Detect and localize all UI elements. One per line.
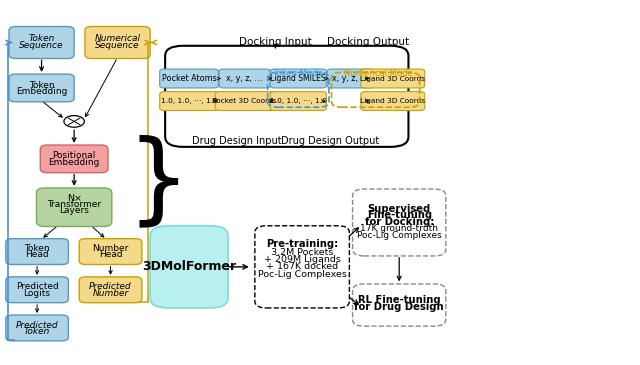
FancyBboxPatch shape (219, 69, 270, 88)
FancyBboxPatch shape (255, 226, 349, 308)
Text: Embedding: Embedding (16, 87, 67, 96)
Text: Poc-Lig Complexes: Poc-Lig Complexes (357, 231, 442, 240)
FancyBboxPatch shape (36, 188, 112, 227)
Text: Logits: Logits (24, 289, 51, 297)
FancyBboxPatch shape (9, 74, 74, 102)
Text: Number: Number (92, 244, 129, 253)
Text: 3DMolFormer: 3DMolFormer (142, 260, 236, 273)
Text: Token: Token (24, 244, 50, 253)
FancyBboxPatch shape (160, 69, 218, 88)
Text: Sequence: Sequence (19, 41, 64, 50)
FancyBboxPatch shape (85, 27, 150, 58)
Text: Predicted: Predicted (16, 320, 58, 330)
Text: Docking Input: Docking Input (239, 37, 312, 47)
Text: Head: Head (99, 250, 122, 260)
Text: Supervised: Supervised (367, 204, 431, 214)
Text: Numerical Mode: Numerical Mode (344, 69, 413, 78)
FancyBboxPatch shape (361, 92, 425, 111)
Text: Token: Token (29, 81, 54, 89)
FancyBboxPatch shape (165, 46, 408, 147)
Text: Pre-training:: Pre-training: (266, 239, 339, 249)
Text: Numerical: Numerical (95, 34, 141, 43)
Text: Head: Head (26, 250, 49, 260)
Text: x, y, z, …: x, y, z, … (227, 74, 263, 83)
FancyBboxPatch shape (160, 92, 218, 111)
Text: 1.0, 1.0, ⋯, 1.0: 1.0, 1.0, ⋯, 1.0 (161, 98, 218, 104)
Text: Token Mode: Token Mode (273, 69, 323, 78)
Text: Sequence: Sequence (95, 41, 140, 50)
FancyBboxPatch shape (353, 189, 446, 256)
FancyBboxPatch shape (6, 315, 68, 341)
FancyBboxPatch shape (9, 27, 74, 58)
Text: x, y, z, …: x, y, z, … (332, 74, 369, 83)
Text: }: } (127, 134, 190, 231)
Text: Ligand 3D Coords: Ligand 3D Coords (360, 76, 426, 81)
Text: RL Fine-tuning: RL Fine-tuning (358, 295, 440, 304)
Text: Positional: Positional (52, 151, 96, 161)
Text: Ligand SMILES: Ligand SMILES (271, 74, 326, 83)
Text: Fine-tuning: Fine-tuning (367, 210, 432, 220)
Text: Ligand 3D Coords: Ligand 3D Coords (360, 98, 426, 104)
Text: + 167K docked: + 167K docked (266, 262, 338, 271)
FancyBboxPatch shape (6, 239, 68, 265)
FancyBboxPatch shape (361, 69, 425, 88)
Text: for Docking:: for Docking: (365, 217, 434, 227)
FancyBboxPatch shape (327, 69, 374, 88)
Text: Layers: Layers (59, 206, 89, 215)
Text: Embedding: Embedding (49, 158, 100, 167)
FancyBboxPatch shape (215, 92, 274, 111)
Text: Token: Token (24, 327, 51, 336)
FancyBboxPatch shape (6, 277, 68, 303)
Text: Number: Number (92, 289, 129, 297)
Text: Token: Token (28, 34, 55, 43)
FancyBboxPatch shape (270, 92, 326, 111)
FancyBboxPatch shape (79, 277, 142, 303)
FancyBboxPatch shape (150, 226, 228, 308)
Text: Drug Design Output: Drug Design Output (281, 136, 380, 146)
FancyBboxPatch shape (353, 284, 446, 326)
FancyBboxPatch shape (40, 145, 108, 173)
Text: + 209M Ligands: + 209M Ligands (264, 255, 340, 264)
FancyBboxPatch shape (270, 69, 326, 88)
Text: N×: N× (67, 194, 82, 203)
Text: Docking Output: Docking Output (328, 37, 410, 47)
Text: Transformer: Transformer (47, 200, 101, 209)
Text: Predicted: Predicted (89, 283, 132, 291)
Text: Pocket 3D Coords: Pocket 3D Coords (212, 98, 277, 104)
Text: 17K ground-truth: 17K ground-truth (360, 224, 438, 233)
Text: 3.2M Pockets: 3.2M Pockets (271, 248, 333, 257)
Text: Drug Design Input: Drug Design Input (192, 136, 282, 146)
Text: 1.0, 1.0, ⋯, 1.0: 1.0, 1.0, ⋯, 1.0 (270, 98, 327, 104)
Text: Poc-Lig Complexes: Poc-Lig Complexes (258, 270, 346, 278)
FancyBboxPatch shape (79, 239, 142, 265)
Text: Predicted: Predicted (16, 283, 58, 291)
Text: for Drug Design: for Drug Design (355, 302, 444, 312)
Text: Pocket Atoms: Pocket Atoms (162, 74, 216, 83)
